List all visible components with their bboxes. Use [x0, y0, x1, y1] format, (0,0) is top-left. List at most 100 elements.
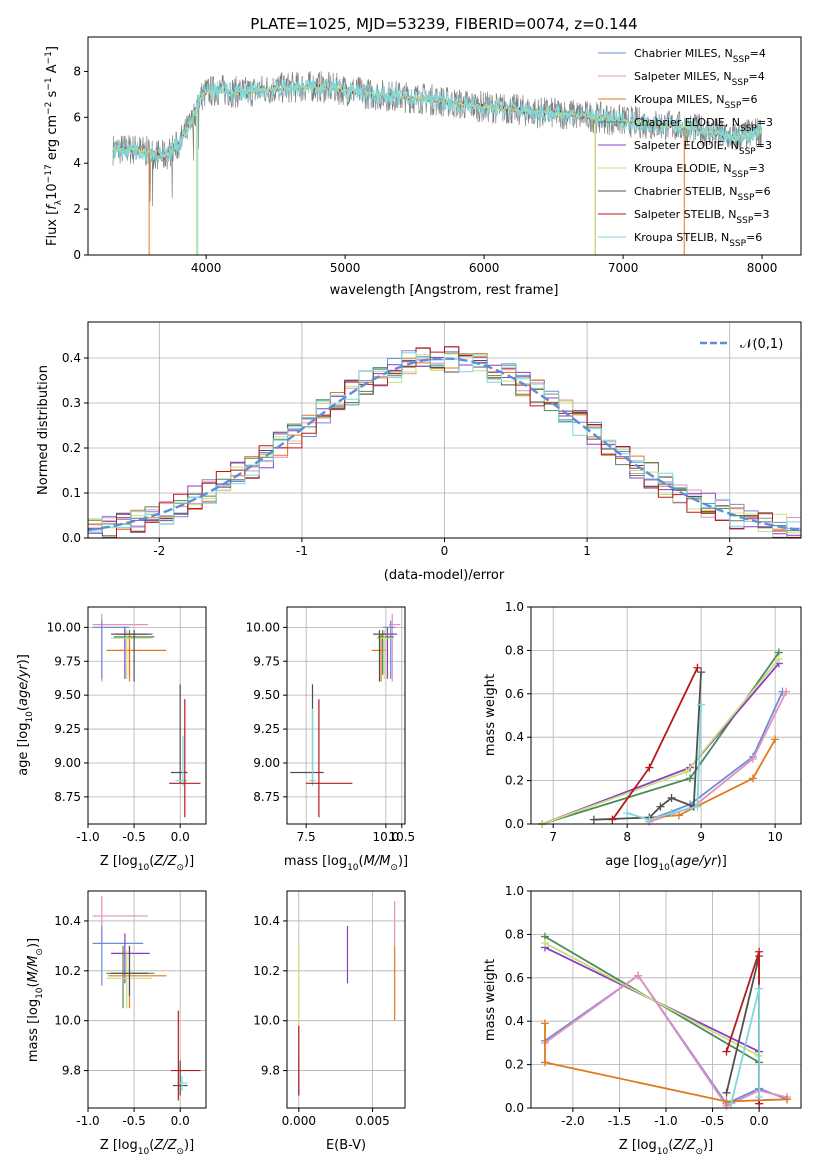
weight-marker [623, 809, 632, 818]
x-tick-label: 8000 [747, 261, 778, 275]
x-tick-label: 5000 [330, 261, 361, 275]
x-axis-label: mass [log10(M/M⊙)] [284, 854, 408, 873]
x-tick-label: -0.5 [122, 830, 145, 844]
plot-area [92, 613, 201, 818]
x-tick-label: 8 [623, 830, 631, 844]
weight-marker [645, 763, 654, 772]
y-tick-label: 0.6 [505, 687, 524, 701]
legend-entry: Salpeter MILES, NSSP=4 [634, 70, 765, 88]
y-tick-label: 0.4 [62, 351, 81, 365]
axes-frame [87, 606, 207, 825]
y-tick-label: 6 [73, 110, 81, 124]
y-tick-label: 10.00 [47, 620, 81, 634]
x-tick-label: 4000 [191, 261, 222, 275]
y-tick-label: 8.75 [253, 790, 280, 804]
panel-mass-Z: -1.0 -0.5 0.0 9.8 10.0 10.2 10.4 Z [log10(Z/Z⊙)… [26, 890, 207, 1157]
weight-marker [540, 1058, 549, 1067]
histogram-red [88, 346, 801, 538]
axes-frame [286, 890, 406, 1109]
y-tick-label: 0.1 [62, 486, 81, 500]
y-tick-label: 9.75 [54, 654, 81, 668]
weight-marker [667, 809, 676, 818]
x-tick-label: -1.5 [608, 1114, 631, 1128]
y-tick-label: 0.0 [505, 1101, 524, 1115]
x-tick-label: 7 [549, 830, 557, 844]
weight-marker [722, 1097, 731, 1106]
weight-marker [667, 793, 676, 802]
y-tick-label: 4 [73, 156, 81, 170]
y-tick-label: 0.8 [505, 643, 524, 657]
legend-entry: Kroupa MILES, NSSP=6 [634, 93, 758, 111]
y-axis-label: Flux [fλ10−17 erg cm−2 s−1 A−1] [44, 46, 64, 246]
plot-area [92, 895, 201, 1101]
y-tick-label: 0.4 [505, 1014, 524, 1028]
x-tick-label: 10.5 [388, 830, 415, 844]
model-spectrum-cyan [112, 77, 763, 163]
axes-frame [530, 606, 802, 825]
y-axis-label: Normed distribution [36, 365, 51, 495]
x-tick-label: 7.5 [297, 830, 316, 844]
y-tick-label: 9.8 [62, 1064, 81, 1078]
x-axis-label: E(B-V) [326, 1138, 366, 1153]
weight-line [544, 1023, 788, 1103]
weight-line [544, 942, 760, 1057]
weight-line [725, 955, 760, 1104]
y-tick-label: 10.00 [246, 620, 280, 634]
normal-curve [87, 357, 802, 532]
legend-entry: Chabrier ELODIE, NSSP=3 [634, 116, 773, 134]
legend-entry: Chabrier MILES, NSSP=4 [634, 47, 766, 65]
weight-marker [540, 939, 549, 948]
y-tick-label: 9.25 [54, 722, 81, 736]
x-tick-label: -1 [296, 544, 308, 558]
legend-entry: Salpeter STELIB, NSSP=3 [634, 208, 770, 226]
y-tick-label: 0.0 [505, 817, 524, 831]
weight-marker [540, 1019, 549, 1028]
weight-marker [755, 984, 764, 993]
x-tick-label: -1.0 [654, 1114, 677, 1128]
y-tick-label: 0.6 [505, 971, 524, 985]
weight-marker [727, 1099, 736, 1108]
y-axis-label: mass weight [483, 959, 498, 1041]
legend-entry: Kroupa ELODIE, NSSP=3 [634, 162, 765, 180]
y-axis-label: age [log10(age/yr)] [16, 654, 35, 776]
y-tick-label: 0.2 [505, 1058, 524, 1072]
weight-marker [682, 767, 691, 776]
weight-line [611, 667, 699, 821]
x-axis-label: Z [log10(Z/Z⊙)] [100, 1138, 194, 1157]
legend-entry: 𝒩(0,1) [740, 337, 783, 352]
y-tick-label: 9.00 [253, 756, 280, 770]
weight-marker [748, 754, 757, 763]
figure-title: PLATE=1025, MJD=53239, FIBERID=0074, z=0… [250, 15, 637, 33]
y-tick-label: 1.0 [505, 884, 524, 898]
x-tick-label: 7000 [608, 261, 639, 275]
weight-marker [697, 700, 706, 709]
weight-line [649, 691, 784, 821]
legend-entry: Salpeter ELODIE, NSSP=3 [634, 139, 772, 157]
weight-marker [774, 655, 783, 664]
x-tick-label: -1.0 [76, 830, 99, 844]
y-tick-label: 8 [73, 64, 81, 78]
panel-mass-EBV: 0.000 0.005 9.8 10.0 10.2 10.4 E(B-V) [253, 890, 406, 1153]
plot-area [112, 71, 763, 256]
axes-frame [87, 36, 802, 256]
weight-marker [755, 947, 764, 956]
panel-weight-age: 7 8 9 10 0.0 0.2 0.4 0.6 0.8 1.0 age [log10(age/yr… [483, 600, 802, 873]
plot-area [540, 932, 792, 1110]
y-tick-label: 9.75 [253, 654, 280, 668]
x-tick-label: 0.0 [750, 1114, 769, 1128]
panel-spectrum: 4000 5000 6000 7000 8000 0 2 4 6 8 Flux [fλ10−17 e… [44, 36, 802, 298]
x-tick-label: 9 [697, 830, 705, 844]
y-tick-label: 10.4 [253, 914, 280, 928]
x-tick-label: 6000 [469, 261, 500, 275]
plot-area [538, 648, 791, 828]
x-tick-label: -2.0 [561, 1114, 584, 1128]
x-axis-label: Z [log10(Z/Z⊙)] [619, 1138, 713, 1157]
plot-area [298, 900, 396, 1096]
y-tick-label: 0.8 [505, 927, 524, 941]
y-tick-label: 0.2 [505, 774, 524, 788]
x-axis-label-rich: Z [log10(Z/Z⊙)] [100, 854, 194, 873]
y-tick-label: 9.25 [253, 722, 280, 736]
weight-line [730, 988, 760, 1104]
weight-line [649, 738, 776, 819]
histogram-cyan [88, 352, 801, 538]
